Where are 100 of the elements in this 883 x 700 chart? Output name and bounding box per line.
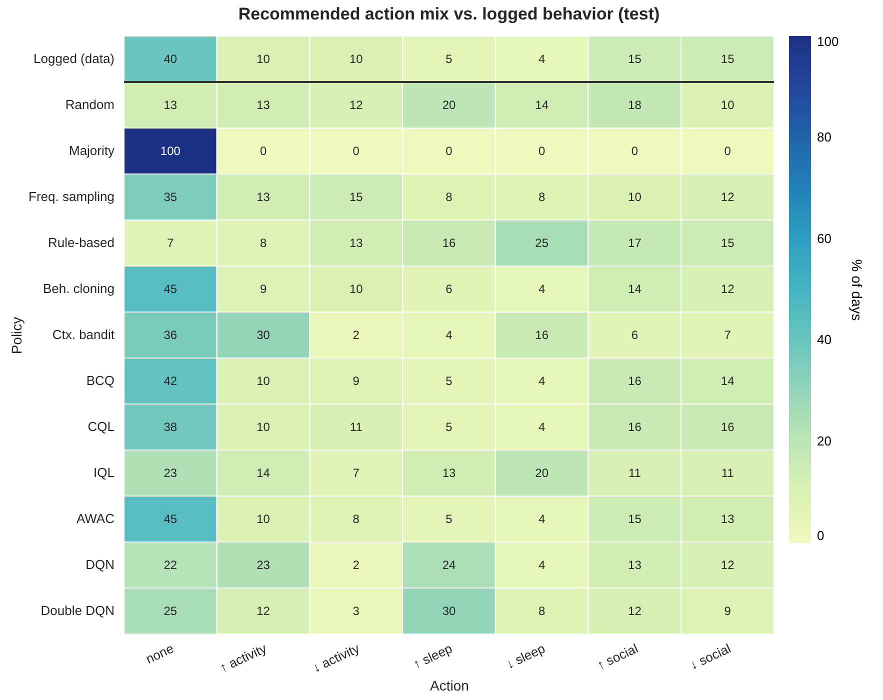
data-label: 13 <box>628 558 642 572</box>
data-label: 12 <box>256 604 270 618</box>
y-tick-label: Rule-based <box>48 235 114 250</box>
data-label: 4 <box>538 52 546 66</box>
y-tick-label: Majority <box>68 143 115 158</box>
data-label: 12 <box>720 282 735 296</box>
y-tick-label: BCQ <box>86 373 114 388</box>
data-label: 0 <box>352 144 360 158</box>
y-tick-label: DQN <box>86 557 114 572</box>
data-label: 10 <box>349 52 364 66</box>
data-label: 4 <box>538 374 546 388</box>
data-label: 14 <box>628 282 642 296</box>
data-label: 15 <box>628 52 642 66</box>
data-label: 15 <box>720 236 735 250</box>
data-label: 35 <box>164 190 178 204</box>
data-label: 25 <box>535 236 549 250</box>
data-label: 12 <box>720 190 735 204</box>
data-label: 11 <box>628 466 642 480</box>
data-label: 23 <box>164 466 178 480</box>
data-label: 8 <box>538 604 546 618</box>
data-label: 10 <box>256 512 270 526</box>
data-label: 36 <box>164 328 178 342</box>
data-label: 4 <box>538 558 546 572</box>
y-axis-title: Policy <box>8 316 25 354</box>
data-label: 4 <box>538 512 546 526</box>
color-bar-label: 60 <box>817 230 832 246</box>
data-label: 8 <box>446 190 453 204</box>
data-label: 12 <box>349 98 364 112</box>
data-label: 0 <box>724 144 732 158</box>
data-label: 40 <box>164 52 178 66</box>
data-label: 0 <box>631 144 638 158</box>
data-label: 16 <box>442 236 456 250</box>
data-label: 13 <box>720 512 735 526</box>
data-label: 6 <box>631 328 638 342</box>
data-label: 10 <box>256 52 270 66</box>
color-bar-label: 20 <box>817 434 832 449</box>
y-tick-label: AWAC <box>76 511 114 526</box>
y-tick-label: Random <box>65 97 114 112</box>
y-tick-label: Freq. sampling <box>28 189 114 204</box>
data-label: 10 <box>628 190 642 204</box>
data-label: 8 <box>538 190 546 204</box>
data-label: 6 <box>446 282 453 296</box>
data-label: 16 <box>535 328 549 342</box>
data-label: 15 <box>349 190 364 204</box>
color-bar-label: 80 <box>817 129 832 144</box>
data-label: 14 <box>256 466 270 480</box>
data-label: 5 <box>446 52 453 66</box>
data-label: 10 <box>256 420 270 434</box>
data-label: 42 <box>164 374 178 388</box>
data-label: 2 <box>352 558 360 572</box>
data-label: 9 <box>352 374 360 388</box>
data-label: 13 <box>442 466 456 480</box>
y-tick-label: Logged (data) <box>34 51 114 66</box>
data-label: 2 <box>352 328 360 342</box>
data-label: 16 <box>720 420 735 434</box>
x-tick-label: ↑ sleep <box>410 640 454 672</box>
data-label: 25 <box>164 604 178 618</box>
data-label: 100 <box>160 144 181 158</box>
data-label: 8 <box>260 236 267 250</box>
data-label: 8 <box>352 512 360 526</box>
data-label: 15 <box>720 52 735 66</box>
data-label: 30 <box>256 328 270 342</box>
color-bar-title: % of days <box>849 259 865 321</box>
y-tick-label: Beh. cloning <box>42 281 114 296</box>
data-label: 5 <box>446 420 453 434</box>
data-label: 13 <box>256 190 270 204</box>
data-label: 11 <box>350 420 363 434</box>
data-label: 3 <box>352 604 360 618</box>
data-label: 13 <box>164 98 178 112</box>
data-label: 4 <box>446 328 453 342</box>
data-label: 10 <box>349 282 364 296</box>
y-tick-label: CQL <box>88 419 114 434</box>
data-label: 22 <box>164 558 178 572</box>
data-label: 13 <box>349 236 364 250</box>
data-label: 11 <box>721 466 734 480</box>
y-tick-label: Ctx. bandit <box>52 327 115 342</box>
data-label: 16 <box>628 420 642 434</box>
data-label: 9 <box>724 604 732 618</box>
color-bar-label: 40 <box>817 332 832 348</box>
color-bar-label: 0 <box>817 528 824 543</box>
data-label: 12 <box>628 604 642 618</box>
data-label: 14 <box>535 98 549 112</box>
data-label: 0 <box>538 144 546 158</box>
x-tick-label: none <box>143 640 176 667</box>
data-label: 5 <box>446 512 453 526</box>
x-tick-label: ↑ social <box>594 640 640 673</box>
y-tick-label: Double DQN <box>40 603 114 618</box>
data-label: 16 <box>628 374 642 388</box>
data-label: 45 <box>164 512 178 526</box>
data-label: 10 <box>720 98 735 112</box>
data-label: 24 <box>442 558 456 572</box>
data-label: 14 <box>720 374 735 388</box>
data-label: 0 <box>446 144 453 158</box>
data-label: 45 <box>164 282 178 296</box>
data-label: 38 <box>164 420 178 434</box>
data-label: 4 <box>538 420 546 434</box>
data-label: 20 <box>442 98 456 112</box>
data-label: 7 <box>167 236 174 250</box>
data-label: 12 <box>720 558 735 572</box>
x-tick-label: ↓ sleep <box>504 640 548 672</box>
